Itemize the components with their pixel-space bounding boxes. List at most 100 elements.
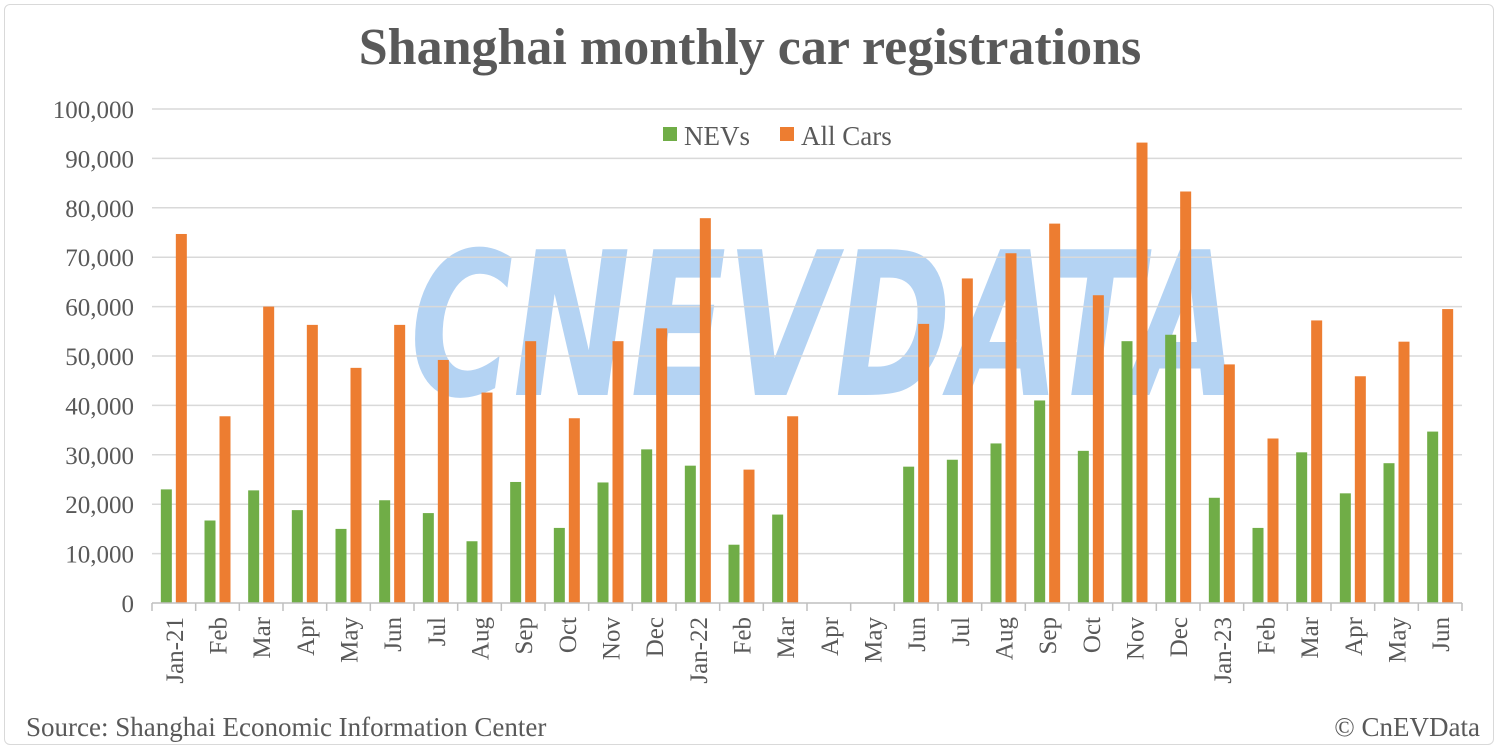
x-tick-label: Oct (555, 617, 582, 653)
bar-all-cars (437, 359, 449, 603)
bar-all-cars (1223, 364, 1235, 603)
bar-nevs (684, 465, 696, 603)
x-tick-label: Jan-22 (686, 617, 713, 684)
bar-all-cars (263, 306, 275, 603)
bar-all-cars (394, 324, 406, 603)
bar-nevs (248, 490, 260, 603)
x-tick-label: Nov (599, 617, 626, 661)
bar-all-cars (699, 218, 711, 603)
bar-nevs (597, 482, 609, 603)
bar-nevs (1077, 450, 1089, 603)
y-tick-label: 30,000 (65, 443, 134, 470)
bar-nevs (291, 510, 303, 603)
x-tick-label: Oct (1079, 617, 1106, 653)
bar-nevs (1296, 452, 1308, 603)
bar-all-cars (787, 416, 799, 603)
y-tick-label: 90,000 (65, 146, 134, 173)
bar-nevs (1339, 493, 1351, 603)
legend-swatch-all-cars (780, 127, 794, 141)
x-tick-label: Apr (1341, 616, 1368, 656)
x-tick-label: Jul (948, 617, 975, 646)
bar-all-cars (219, 416, 231, 603)
bar-all-cars (961, 278, 973, 603)
copyright-note: © CnEVData (1334, 712, 1480, 742)
y-tick-label: 50,000 (65, 344, 134, 371)
x-tick-label: Nov (1123, 617, 1150, 661)
x-tick-label: Jan-23 (1210, 617, 1237, 684)
x-tick-label: Jun (904, 617, 931, 652)
bar-all-cars (1267, 438, 1279, 603)
bar-nevs (335, 528, 347, 603)
legend-label-nevs: NEVs (684, 121, 750, 151)
bar-all-cars (1354, 376, 1366, 603)
x-tick-label: Apr (817, 616, 844, 656)
bar-all-cars (1311, 320, 1323, 603)
bar-nevs (204, 520, 216, 603)
chart-frame (4, 4, 1494, 745)
bar-nevs (510, 481, 522, 603)
bar-nevs (422, 513, 434, 603)
x-tick-label: May (1385, 617, 1412, 663)
bar-all-cars (1180, 191, 1192, 604)
bar-nevs (641, 449, 653, 603)
bar-nevs (160, 489, 172, 603)
y-tick-label: 20,000 (65, 492, 134, 519)
x-tick-label: Jul (424, 617, 451, 646)
bar-all-cars (175, 233, 187, 603)
bar-all-cars (306, 324, 318, 603)
bar-all-cars (918, 323, 930, 603)
x-tick-label: Aug (468, 617, 495, 661)
bar-nevs (379, 500, 391, 603)
bar-all-cars (743, 469, 755, 603)
bar-nevs (1121, 341, 1133, 603)
x-tick-label: Mar (249, 616, 276, 658)
source-note: Source: Shanghai Economic Information Ce… (26, 712, 547, 742)
y-tick-label: 10,000 (65, 542, 134, 569)
bar-all-cars (481, 392, 493, 603)
x-tick-label: Sep (1035, 617, 1062, 655)
y-tick-label: 0 (122, 591, 135, 618)
bar-all-cars (612, 341, 624, 603)
y-tick-label: 80,000 (65, 196, 134, 223)
bar-nevs (553, 527, 565, 603)
bar-all-cars (1092, 295, 1104, 603)
x-tick-label: Sep (511, 617, 538, 655)
bar-nevs (903, 466, 915, 603)
legend: NEVs All Cars (663, 121, 892, 151)
bar-nevs (946, 459, 958, 603)
y-tick-label: 100,000 (53, 97, 134, 124)
bar-all-cars (568, 418, 580, 603)
x-tick-label: May (337, 617, 364, 663)
x-tick-label: Mar (773, 616, 800, 658)
bar-nevs (1165, 334, 1177, 603)
x-tick-label: Aug (992, 617, 1019, 661)
x-tick-label: Mar (1297, 616, 1324, 658)
bar-all-cars (1005, 253, 1017, 604)
bar-nevs (1208, 497, 1220, 603)
x-tick-label: Jun (1428, 617, 1455, 652)
legend-label-all-cars: All Cars (801, 121, 892, 151)
x-tick-label: Feb (730, 617, 757, 655)
x-tick-label: Dec (1166, 617, 1193, 657)
x-tick-label: May (861, 617, 888, 663)
bar-nevs (1252, 527, 1264, 603)
bar-all-cars (1136, 142, 1148, 604)
legend-swatch-nevs (663, 127, 677, 141)
bar-all-cars (350, 367, 362, 603)
bar-all-cars (1398, 341, 1410, 603)
x-tick-label: Apr (293, 616, 320, 656)
bar-all-cars (525, 341, 537, 603)
x-tick-label: Jan-21 (162, 617, 189, 684)
bar-nevs (990, 443, 1002, 603)
y-tick-label: 70,000 (65, 245, 134, 272)
y-tick-label: 60,000 (65, 295, 134, 322)
bar-all-cars (1442, 309, 1454, 603)
x-tick-label: Feb (1254, 617, 1281, 655)
bar-nevs (1034, 400, 1046, 603)
x-tick-label: Dec (642, 617, 669, 657)
bar-all-cars (656, 328, 668, 603)
chart-title: Shanghai monthly car registrations (358, 19, 1142, 76)
bar-nevs (1427, 431, 1439, 603)
bar-nevs (1383, 463, 1395, 603)
